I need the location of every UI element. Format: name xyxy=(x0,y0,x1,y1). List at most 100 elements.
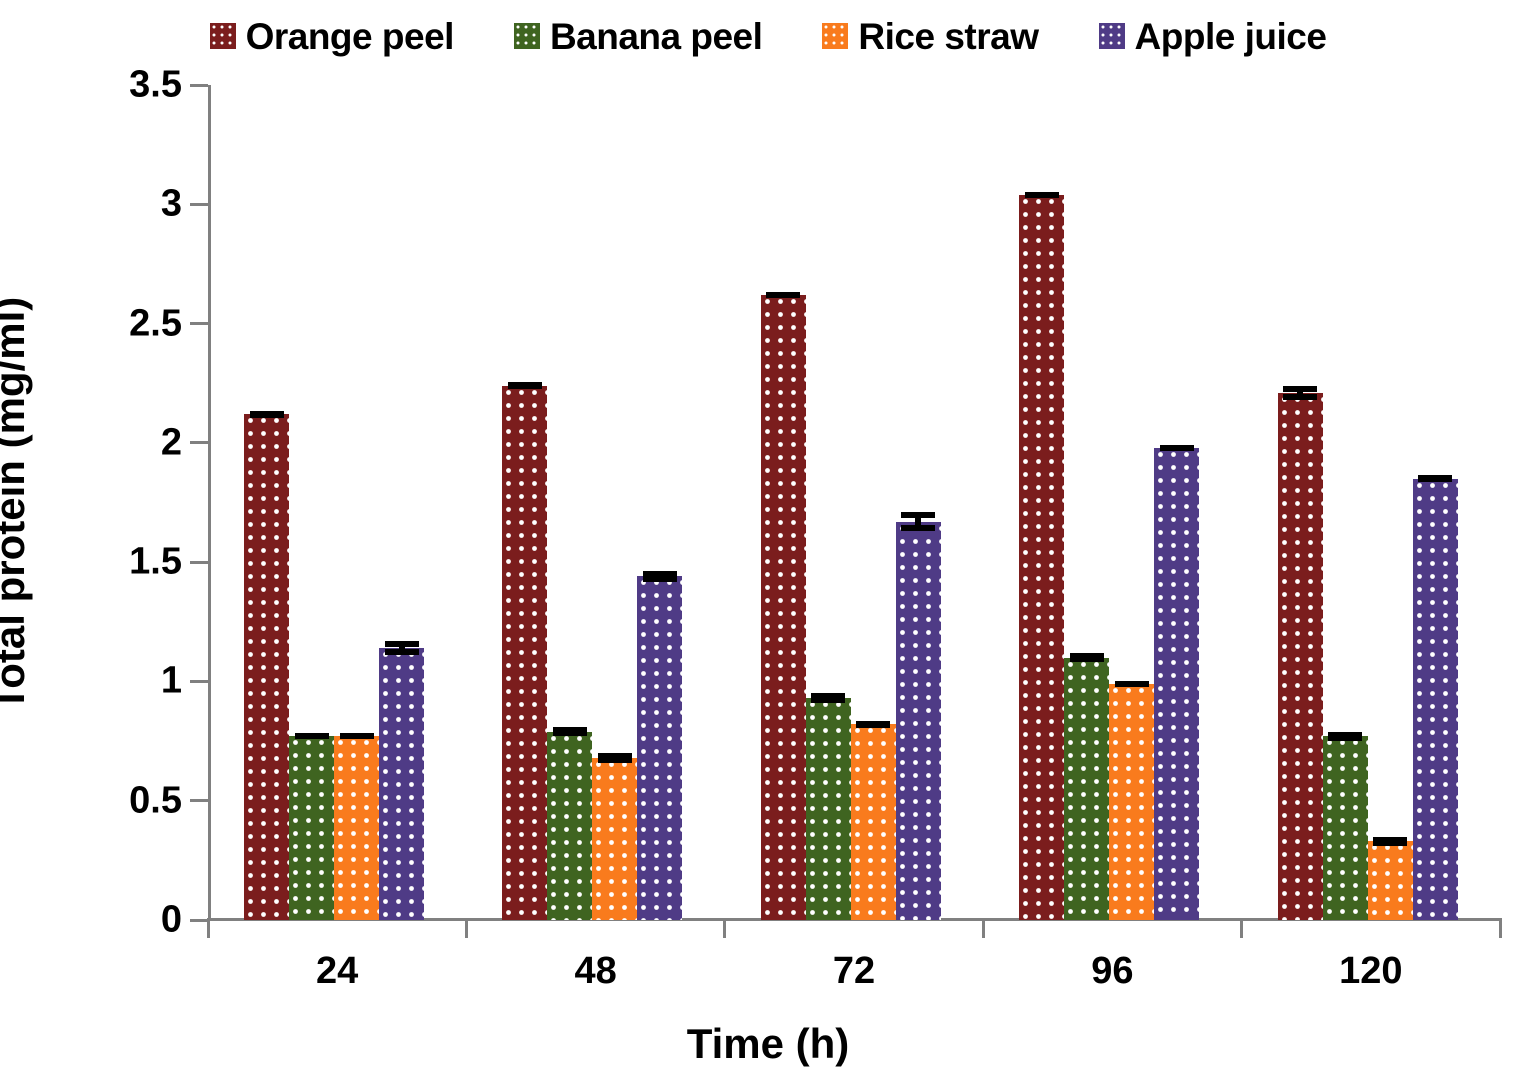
y-axis-label: 2.5 xyxy=(129,302,182,345)
error-bar xyxy=(249,410,284,418)
error-bar xyxy=(1283,385,1318,400)
error-bar-stem xyxy=(398,640,405,656)
error-bar xyxy=(597,752,632,764)
legend-swatch-icon xyxy=(822,23,849,49)
error-bar xyxy=(339,733,374,740)
legend-label: Orange peel xyxy=(245,15,455,57)
error-bar-stem xyxy=(1297,385,1304,400)
bar-apple-juice-120[interactable] xyxy=(1412,475,1458,920)
y-axis-label: 3.5 xyxy=(129,63,182,106)
error-bar xyxy=(901,512,936,532)
bar-rice-straw-120[interactable] xyxy=(1367,837,1413,920)
error-bar xyxy=(1114,680,1149,687)
error-bar xyxy=(766,291,801,299)
error-bar-cap-bottom xyxy=(1069,655,1104,662)
y-axis-tick xyxy=(190,83,208,87)
bar-rice-straw-96[interactable] xyxy=(1109,680,1155,920)
x-axis-label: 72 xyxy=(832,950,876,992)
error-bar-cap-bottom xyxy=(384,649,419,656)
bar-orange-peel-24[interactable] xyxy=(244,410,289,920)
error-bar-cap-bottom xyxy=(507,383,542,390)
bar-orange-peel-96[interactable] xyxy=(1019,191,1065,920)
y-axis-label: 1 xyxy=(160,659,182,702)
bar-apple-juice-24[interactable] xyxy=(379,640,424,920)
chart-legend: Orange peel Banana peel Rice straw Apple ju… xyxy=(0,8,1536,64)
x-axis-label: 48 xyxy=(574,950,617,992)
y-axis-label: 3 xyxy=(160,182,182,225)
y-axis-tick xyxy=(190,918,208,922)
error-bar xyxy=(1418,475,1453,483)
bar-banana-peel-120[interactable] xyxy=(1322,732,1368,920)
error-bar-cap-bottom xyxy=(294,733,329,740)
bar-orange-peel-120[interactable] xyxy=(1277,385,1323,920)
error-bar xyxy=(552,727,587,736)
error-bar-cap-top xyxy=(642,570,677,577)
error-bar xyxy=(1024,191,1059,198)
y-axis-label: 0.5 xyxy=(129,779,182,822)
error-bar-cap-bottom xyxy=(597,757,632,764)
y-axis-tick xyxy=(190,799,208,803)
error-bar-cap-bottom xyxy=(1159,444,1194,451)
legend-item-banana-peel[interactable]: Banana peel xyxy=(513,15,763,57)
x-axis-tick xyxy=(981,918,985,938)
error-bar xyxy=(811,692,846,704)
bar-banana-peel-96[interactable] xyxy=(1064,653,1110,920)
bar-apple-juice-48[interactable] xyxy=(637,570,683,920)
x-axis-tick xyxy=(1240,918,1244,938)
bar-banana-peel-48[interactable] xyxy=(547,727,593,920)
legend-label: Banana peel xyxy=(549,15,763,57)
error-bar-cap-bottom xyxy=(249,411,284,418)
error-bar-cap-bottom xyxy=(1328,734,1363,741)
legend-swatch-icon xyxy=(1098,23,1125,49)
x-axis-label: 96 xyxy=(1091,950,1134,992)
x-axis-label: 24 xyxy=(316,950,359,992)
legend-swatch-icon xyxy=(209,23,236,49)
y-axis-line xyxy=(208,85,211,921)
error-bar-cap-bottom xyxy=(552,729,587,736)
error-bar-cap-bottom xyxy=(1283,393,1318,400)
error-bar xyxy=(1069,653,1104,662)
y-axis-label: 2 xyxy=(160,421,182,464)
y-axis-tick xyxy=(190,322,208,326)
bar-rice-straw-48[interactable] xyxy=(592,752,638,920)
error-bar-cap-bottom xyxy=(1418,476,1453,483)
bar-orange-peel-72[interactable] xyxy=(760,291,806,920)
error-bar xyxy=(856,721,891,728)
bar-rice-straw-72[interactable] xyxy=(850,721,896,920)
error-bar-cap-bottom xyxy=(339,733,374,740)
x-axis-tick xyxy=(1498,918,1502,938)
legend-label: Apple juice xyxy=(1134,15,1327,57)
legend-swatch-icon xyxy=(513,23,540,49)
error-bar-cap-top xyxy=(811,692,846,699)
bar-orange-peel-48[interactable] xyxy=(502,382,548,920)
error-bar-cap-bottom xyxy=(901,525,936,532)
x-axis-tick xyxy=(464,918,468,938)
plot-area: 0 0.5 1 1.5 2 2.5 3 3.5 xyxy=(129,64,1500,941)
y-axis-tick xyxy=(190,560,208,564)
error-bar-cap-bottom xyxy=(1024,191,1059,198)
bar-rice-straw-24[interactable] xyxy=(334,733,379,920)
bar-apple-juice-96[interactable] xyxy=(1154,444,1200,920)
error-bar-cap-top xyxy=(1283,385,1318,392)
error-bar xyxy=(1159,444,1194,451)
bar-apple-juice-72[interactable] xyxy=(895,512,941,920)
y-axis-tick xyxy=(190,679,208,683)
legend-item-orange-peel[interactable]: Orange peel xyxy=(209,15,455,57)
error-bar-cap-bottom xyxy=(642,576,677,583)
error-bar xyxy=(384,640,419,656)
error-bar xyxy=(642,570,677,583)
bar-banana-peel-72[interactable] xyxy=(805,692,851,920)
legend-item-apple-juice[interactable]: Apple juice xyxy=(1098,15,1327,57)
error-bar xyxy=(507,382,542,390)
x-axis-label: 120 xyxy=(1339,950,1403,992)
error-bar-cap-bottom xyxy=(1373,839,1408,846)
y-axis-title: Total protein (mg/ml) xyxy=(0,296,33,712)
y-axis-tick xyxy=(190,441,208,445)
legend-label: Rice straw xyxy=(858,15,1039,57)
error-bar-cap-top xyxy=(901,512,936,519)
legend-item-rice-straw[interactable]: Rice straw xyxy=(822,15,1039,57)
x-axis-tick xyxy=(206,918,210,938)
error-bar-cap-bottom xyxy=(766,291,801,298)
bar-banana-peel-24[interactable] xyxy=(289,733,334,920)
error-bar-cap-top xyxy=(597,752,632,759)
